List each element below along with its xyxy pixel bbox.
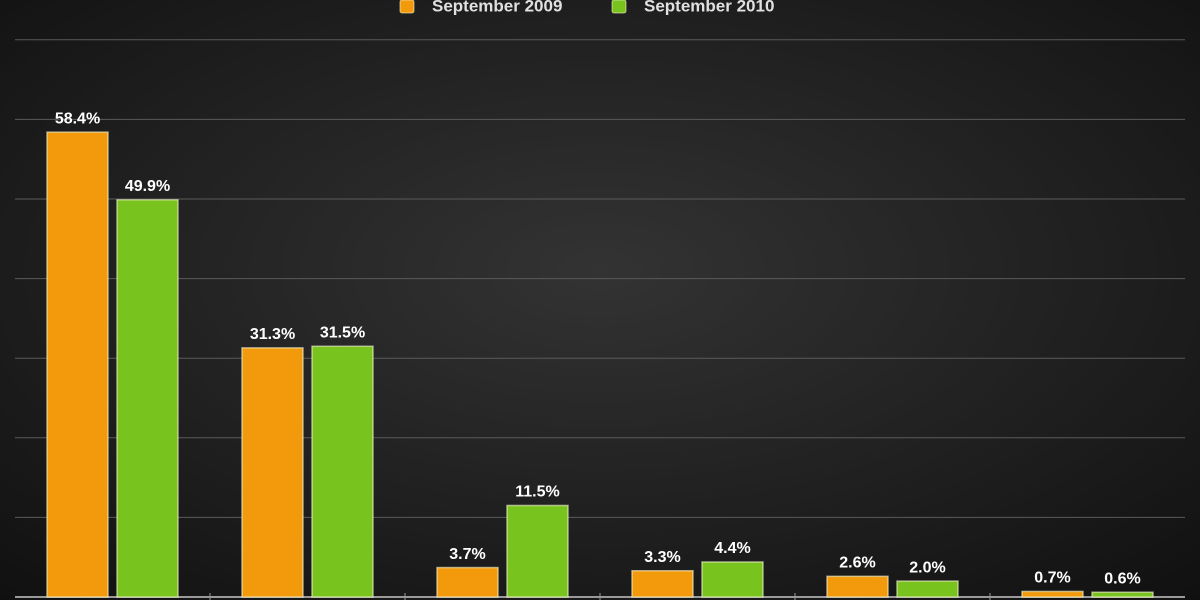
value-label: 3.7% xyxy=(449,546,485,563)
value-label: 31.3% xyxy=(250,326,295,343)
value-label: 0.6% xyxy=(1104,570,1140,587)
value-label: 2.0% xyxy=(909,559,945,576)
bar xyxy=(826,575,889,598)
bar xyxy=(436,566,499,598)
value-label: 0.7% xyxy=(1034,570,1070,587)
bar xyxy=(1091,591,1154,598)
legend-swatch xyxy=(399,0,415,14)
value-label: 4.4% xyxy=(714,540,750,557)
legend-swatch xyxy=(611,0,627,14)
bars: 58.4% 31.3% 3.7% 3.3% 2.6% 0.7% 49.9% 31.5% 11.5… xyxy=(46,110,1154,598)
value-label: 58.4% xyxy=(55,110,100,127)
bar xyxy=(1021,590,1084,598)
legend-label: September 2010 xyxy=(644,0,774,15)
value-label: 2.6% xyxy=(839,555,875,572)
bar xyxy=(631,569,694,598)
bar xyxy=(46,131,109,598)
bar xyxy=(241,347,304,598)
value-label: 3.3% xyxy=(644,549,680,566)
bar xyxy=(506,504,569,598)
value-label: 11.5% xyxy=(515,484,559,501)
legend: September 2009 September 2010 xyxy=(399,0,774,15)
bar xyxy=(701,561,764,598)
bar xyxy=(311,345,374,598)
bar xyxy=(896,580,959,598)
grid xyxy=(15,39,1185,600)
legend-label: September 2009 xyxy=(432,0,562,15)
value-label: 49.9% xyxy=(125,178,170,195)
bar xyxy=(116,199,179,598)
value-label: 31.5% xyxy=(320,324,365,341)
